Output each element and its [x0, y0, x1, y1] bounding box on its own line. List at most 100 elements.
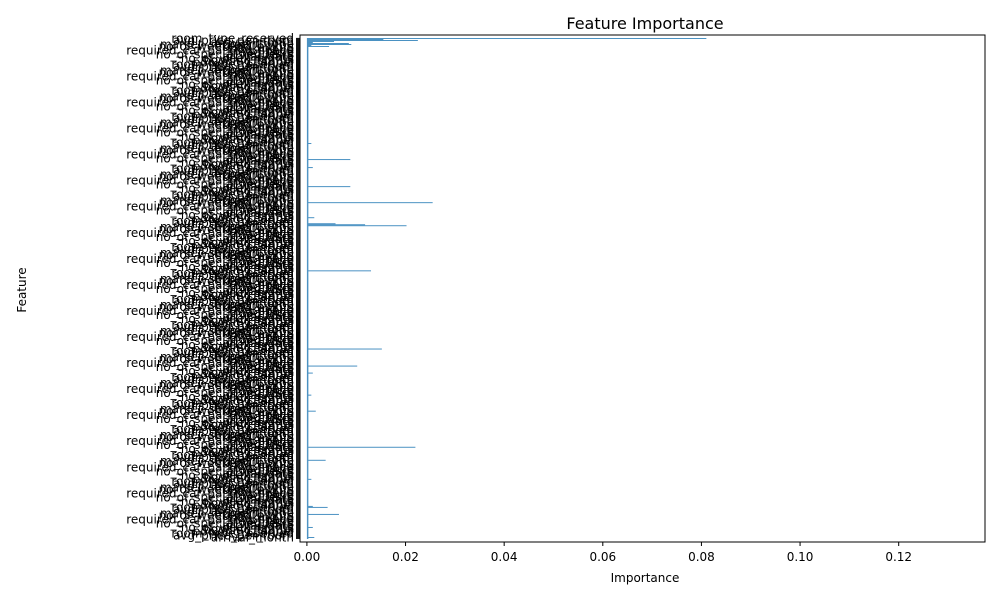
bar [306, 70, 309, 71]
bar [306, 530, 309, 532]
bar [306, 412, 309, 414]
feature-label: no_of_weekend_nights [159, 430, 294, 444]
feature-label: market_segment_type [160, 506, 294, 520]
bar [306, 88, 309, 89]
bar [306, 393, 309, 395]
bar [306, 274, 309, 276]
bar [306, 416, 309, 418]
feature-label: room_type_reserved [171, 240, 294, 254]
bar [306, 500, 309, 502]
bar [306, 436, 309, 438]
bar [306, 176, 309, 178]
bar [306, 492, 309, 494]
bar [306, 459, 326, 461]
feature-label: no_of_weekend_nights [159, 378, 294, 392]
bar [306, 326, 309, 328]
bar [306, 222, 309, 224]
bar [306, 325, 309, 327]
bar [306, 270, 372, 272]
bar [306, 336, 309, 338]
bar [306, 92, 309, 93]
feature-label: lead_time [235, 228, 294, 242]
feature-label: booking_status [203, 470, 294, 484]
bar [306, 464, 309, 466]
bar [306, 294, 309, 296]
bar [306, 234, 309, 236]
bar [306, 328, 309, 330]
feature-label: arrival_date [223, 388, 294, 402]
bar [306, 202, 433, 204]
bar [306, 243, 309, 245]
bar [306, 516, 309, 518]
bar [306, 435, 309, 437]
bar [306, 424, 309, 426]
bar [306, 210, 309, 212]
bar [306, 250, 309, 252]
bar [306, 480, 309, 482]
bar [306, 223, 336, 225]
bar [306, 290, 309, 292]
bar [306, 524, 309, 526]
feature-label: arrival_month [211, 452, 294, 466]
bar [306, 494, 309, 496]
bar [306, 178, 309, 180]
bar [306, 108, 309, 109]
feature-label: booking_status [203, 79, 294, 93]
feature-label: market_segment_type [160, 402, 294, 416]
bar [306, 285, 309, 287]
bar [306, 410, 316, 412]
feature-label: no_of_special_requests [156, 73, 294, 87]
bar [306, 119, 309, 120]
feature-label: room_type_reserved [171, 500, 294, 514]
bar [306, 343, 309, 345]
bar [306, 236, 309, 238]
feature-label: arrival_date [223, 128, 294, 142]
feature-label: market_segment_type [160, 37, 294, 51]
bar [306, 403, 309, 405]
feature-label: booking_id [229, 458, 294, 472]
feature-label: lead_time [235, 98, 294, 112]
feature-label: arrival_date [223, 180, 294, 194]
bar [306, 90, 309, 91]
feature-label: booking_channel [193, 55, 294, 69]
bar [306, 332, 309, 334]
bar [306, 93, 309, 94]
bar [306, 233, 309, 235]
feature-label: booking_status [203, 210, 294, 224]
bar [306, 135, 309, 136]
feature-label: no_of_weekend_nights [159, 65, 294, 79]
bar [306, 112, 309, 113]
bar [306, 177, 309, 179]
bar [306, 344, 309, 346]
feature-label: avg_price_per_room [173, 450, 294, 464]
feature-label: no_of_weekend_nights [159, 456, 294, 470]
feature-label: no_of_special_requests [156, 178, 294, 192]
feature-label: room_type_reserved [171, 396, 294, 410]
bar [306, 224, 366, 226]
feature-label: booking_channel [193, 212, 294, 226]
bar [306, 170, 309, 172]
bar [306, 351, 309, 353]
bar [306, 527, 309, 529]
bar [306, 440, 309, 442]
bar [306, 179, 309, 181]
bar [306, 374, 309, 376]
bar [306, 273, 309, 275]
bar [306, 528, 309, 530]
feature-label: no_of_week_nights [181, 520, 294, 534]
bar [306, 427, 309, 429]
bar [306, 113, 309, 114]
bar [306, 421, 309, 423]
bar [306, 41, 335, 42]
feature-label: booking_id [229, 224, 294, 238]
bar [306, 87, 309, 88]
bar [306, 62, 309, 63]
feature-label: no_of_weekend_nights [159, 352, 294, 366]
feature-label: booking_status [203, 444, 294, 458]
bar [306, 84, 309, 85]
feature-label: arrival_date [223, 414, 294, 428]
bar [306, 251, 309, 253]
bar [306, 497, 309, 499]
feature-label: no_of_weekend_nights [159, 222, 294, 236]
bar [306, 221, 309, 223]
